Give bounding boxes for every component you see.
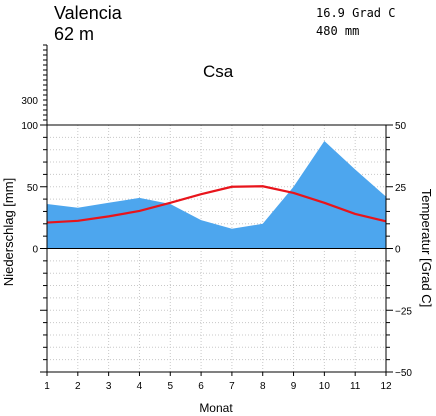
annual-precipitation: 480 mm: [316, 24, 359, 38]
left-tick-label: 0: [32, 245, 38, 256]
right-tick-label: 25: [395, 183, 407, 194]
right-tick-label: 0: [395, 245, 401, 256]
upper-precip-scale: 300: [21, 44, 48, 126]
right-tick-label: −50: [395, 368, 412, 379]
x-tick-label: 3: [106, 381, 112, 392]
left-tick-label: 100: [21, 121, 38, 132]
x-tick-label: 1: [44, 381, 50, 392]
left-axis-label: Niederschlag [mm]: [1, 178, 16, 286]
temperature-line: [46, 185, 387, 224]
left-ticks: 100 50 0: [21, 121, 47, 373]
x-ticks: 1 2 3 4 5 6 7 8 9 10 11 12: [44, 372, 392, 392]
right-axis-label: Temperatur [Grad C]: [419, 189, 434, 308]
climate-classification: Csa: [203, 62, 234, 81]
precipitation-area: [47, 141, 386, 249]
right-ticks: 50 25 0 −25 −50: [386, 121, 412, 379]
right-tick-label: 50: [395, 121, 407, 132]
x-tick-label: 5: [167, 381, 173, 392]
temperature-line-group: [46, 185, 387, 224]
x-tick-label: 6: [198, 381, 204, 392]
x-tick-label: 10: [319, 381, 331, 392]
x-tick-label: 4: [137, 381, 143, 392]
x-tick-label: 12: [380, 381, 392, 392]
upper-scale-label: 300: [21, 96, 38, 107]
annual-temperature: 16.9 Grad C: [316, 6, 395, 20]
station-elevation: 62 m: [54, 24, 94, 44]
left-tick-label: 50: [27, 183, 39, 194]
x-tick-label: 8: [260, 381, 266, 392]
precipitation-area-group: [47, 141, 386, 249]
right-tick-label: −25: [395, 306, 412, 317]
station-name: Valencia: [54, 3, 123, 23]
x-tick-label: 2: [75, 381, 81, 392]
x-axis-label: Monat: [199, 401, 233, 415]
x-tick-label: 11: [350, 381, 361, 392]
x-tick-label: 9: [291, 381, 297, 392]
x-tick-label: 7: [229, 381, 235, 392]
